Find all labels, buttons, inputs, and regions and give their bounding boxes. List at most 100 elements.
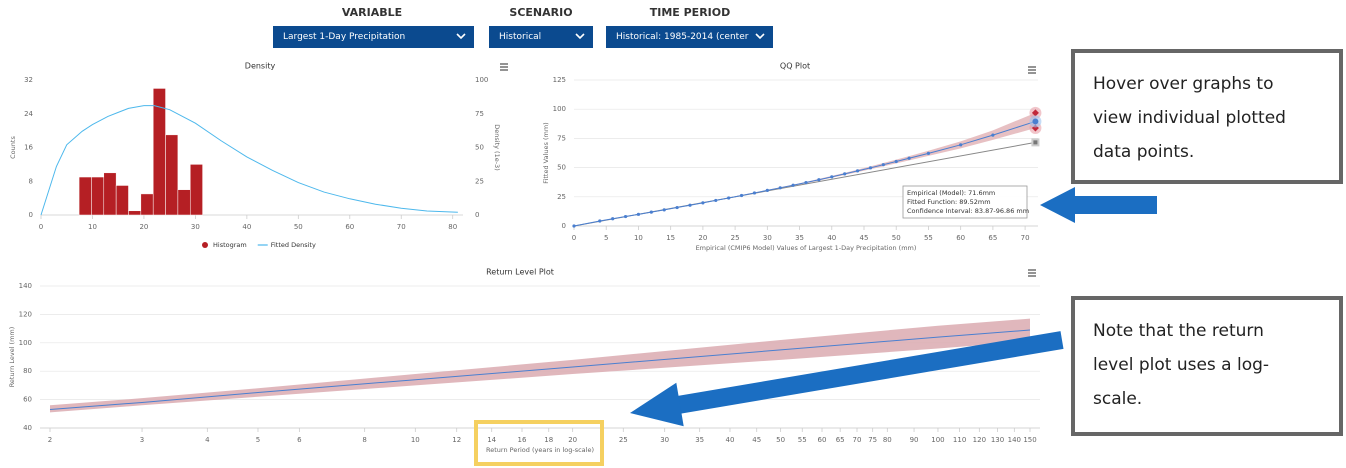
dropdown[interactable]: Historical — [489, 26, 593, 48]
histogram-bar — [115, 185, 129, 216]
x-tick-label: 130 — [991, 436, 1004, 444]
point — [636, 212, 641, 216]
menu-icon[interactable] — [500, 63, 508, 71]
point — [991, 133, 995, 137]
x-tick-label: 40 — [726, 436, 735, 444]
point — [688, 203, 692, 207]
y-tick-label: 80 — [23, 367, 32, 375]
point — [791, 183, 795, 187]
dropdown[interactable]: Historical: 1985-2014 (center 2000) — [606, 26, 773, 64]
x-tick-label: 50 — [776, 436, 785, 444]
y-tick-label: 120 — [19, 310, 32, 318]
point — [868, 166, 873, 170]
menu-icon[interactable] — [1028, 269, 1036, 277]
y2-tick-label: 50 — [475, 144, 484, 152]
x-tick-label: 30 — [660, 436, 669, 444]
control-label: SCENARIO — [509, 6, 573, 19]
menu-icon[interactable] — [1028, 66, 1036, 74]
y-tick-label: 50 — [557, 164, 566, 172]
x-tick-label: 70 — [1021, 234, 1030, 242]
x-tick-label: 5 — [604, 234, 608, 242]
histogram-bar — [91, 176, 105, 216]
x-tick-label: 120 — [973, 436, 986, 444]
chart-title: QQ Plot — [780, 62, 810, 71]
x-tick-label: 70 — [397, 223, 406, 231]
y-tick-label: 32 — [24, 76, 33, 84]
y-axis-label: Fitted Values (mm) — [542, 122, 550, 183]
point — [959, 143, 963, 147]
line — [49, 329, 1031, 411]
x-tick-label: 0 — [39, 223, 43, 231]
chart-title: Density — [245, 62, 276, 71]
y2-axis-label: Density (1e-3) — [493, 124, 501, 170]
x-tick-label: 45 — [860, 234, 869, 242]
x-tick-label: 150 — [1023, 436, 1036, 444]
x-tick-label: 4 — [205, 436, 210, 444]
point — [752, 191, 757, 195]
point — [765, 188, 769, 192]
control-label: VARIABLE — [341, 6, 403, 19]
x-tick-label: 80 — [448, 223, 457, 231]
y-tick-label: 8 — [29, 177, 33, 185]
x-tick-label: 55 — [924, 234, 933, 242]
x-tick-label: 35 — [695, 436, 704, 444]
y-tick-label: 0 — [29, 211, 33, 219]
point — [817, 178, 821, 182]
y-tick-label: 60 — [23, 396, 32, 404]
legend-label: Histogram — [213, 241, 247, 249]
x-tick-label: 40 — [242, 223, 251, 231]
point — [881, 163, 885, 167]
point — [598, 219, 602, 223]
histogram-bar — [128, 210, 142, 216]
callout: Note that the return level plot uses a l… — [1071, 296, 1343, 436]
point — [855, 169, 860, 173]
x-tick-label: 90 — [910, 436, 919, 444]
x-tick-label: 20 — [568, 436, 577, 444]
y2-tick-label: 100 — [475, 76, 488, 84]
x-tick-label: 60 — [818, 436, 827, 444]
line — [40, 105, 458, 216]
x-tick-label: 75 — [868, 436, 877, 444]
x-tick-label: 10 — [634, 234, 643, 242]
point — [649, 210, 653, 214]
y-tick-label: 40 — [23, 424, 32, 432]
tooltip — [902, 185, 1028, 219]
x-tick-label: 20 — [139, 223, 148, 231]
x-tick-label: 10 — [411, 436, 420, 444]
y-axis-label: Counts — [9, 136, 17, 159]
fitted-line — [573, 120, 1036, 227]
hover-marker — [1032, 118, 1039, 125]
histogram-bar — [165, 134, 179, 216]
histogram-bar — [177, 189, 191, 216]
point — [727, 196, 731, 200]
dropdown-value: Historical — [499, 32, 542, 42]
y-tick-label: 24 — [24, 110, 33, 118]
x-tick-label: 14 — [487, 436, 496, 444]
x-tick-label: 30 — [763, 234, 772, 242]
dropdown-value: Largest 1-Day Precipitation — [283, 32, 406, 42]
x-tick-label: 140 — [1008, 436, 1021, 444]
dropdown-value: Historical: 1985-2014 (center 2000) — [616, 32, 749, 64]
y2-tick-label: 25 — [475, 177, 484, 185]
dropdown[interactable]: Largest 1-Day Precipitation — [273, 26, 474, 48]
point — [804, 180, 808, 185]
y2-tick-label: 75 — [475, 110, 484, 118]
point — [926, 151, 931, 155]
x-tick-label: 55 — [798, 436, 807, 444]
legend-marker — [202, 242, 208, 248]
point — [830, 175, 834, 179]
y-tick-label: 0 — [562, 222, 566, 230]
x-tick-label: 100 — [931, 436, 944, 444]
point — [662, 208, 666, 212]
point — [611, 217, 615, 221]
histogram-bar — [78, 176, 92, 216]
y-tick-label: 75 — [557, 134, 566, 142]
y-tick-label: 125 — [553, 76, 566, 84]
point — [907, 156, 911, 160]
x-tick-label: 65 — [836, 436, 845, 444]
y-tick-label: 16 — [24, 144, 33, 152]
x-tick-label: 20 — [698, 234, 707, 242]
x-tick-label: 35 — [795, 234, 804, 242]
x-tick-label: 60 — [956, 234, 965, 242]
tooltip-line: Fitted Function: 89.52mm — [907, 198, 991, 206]
